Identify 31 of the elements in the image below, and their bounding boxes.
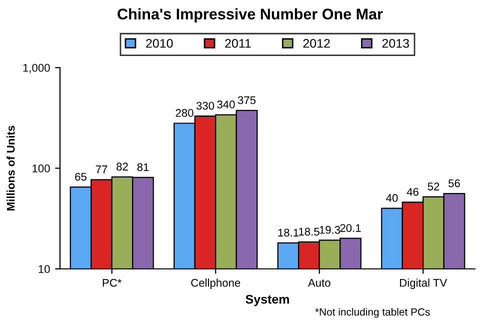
y-tick-label: 100	[32, 164, 50, 172]
legend-label: 2011	[225, 38, 251, 48]
y-tick-label: 10	[38, 265, 50, 274]
x-tick-label: Digital TV	[400, 278, 448, 289]
data-label: 20.1	[340, 224, 361, 232]
data-label: 40	[386, 194, 398, 202]
x-tick-label: PC*	[102, 278, 122, 287]
data-label: 77	[96, 166, 108, 174]
text: *Not including tablet PCs	[315, 308, 430, 318]
legend-label: 2010	[146, 38, 173, 48]
data-label: 18.1	[278, 228, 299, 237]
data-label: 65	[75, 172, 86, 181]
y-tick-label: 1,000	[23, 64, 50, 74]
data-label: 52	[428, 182, 440, 190]
data-label: 280	[176, 109, 194, 117]
x-tick-label: Cellphone	[191, 278, 240, 289]
data-label: 46	[406, 188, 418, 196]
data-label: 330	[196, 102, 214, 110]
data-label: 56	[448, 179, 460, 188]
legend-label: 2012	[303, 38, 330, 48]
legend-label: 2013	[382, 38, 409, 48]
data-label: 18.5	[299, 228, 320, 236]
x-tick-label: Auto	[308, 279, 330, 287]
data-label: 375	[238, 96, 256, 104]
x-axis-title: System	[246, 294, 289, 306]
data-label: 82	[116, 162, 128, 171]
y-axis-title: Millions of Units	[6, 126, 15, 210]
data-label: 19.3	[320, 226, 340, 234]
data-label: 340	[217, 100, 235, 108]
chart-title: China's Impressive Number One Mar	[118, 8, 383, 22]
data-label: 81	[137, 163, 149, 172]
